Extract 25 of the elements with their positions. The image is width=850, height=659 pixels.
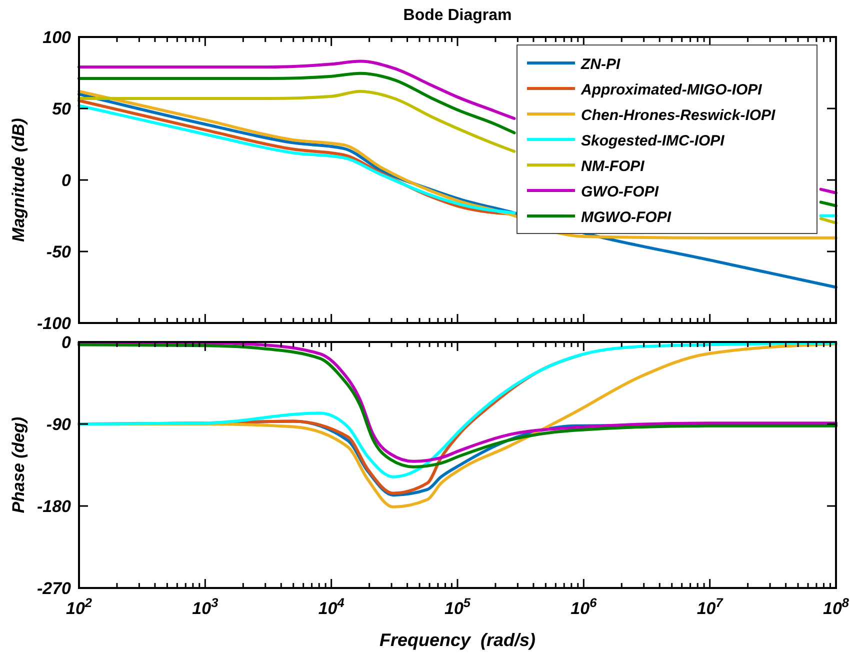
x-tick-label: 10$^{4}$ (318, 594, 344, 618)
x-tick-label: 10$^{5}$ (444, 594, 472, 618)
y-axis-title: Magnitude (dB) (9, 118, 28, 242)
chart-title: Bode Diagram (403, 7, 512, 24)
legend-label: MGWO-FOPI (581, 209, 672, 226)
legend-label: Chen-Hrones-Reswick-IOPI (581, 107, 776, 124)
x-tick-label: 10$^{3}$ (192, 594, 218, 618)
y-tick-label: -90 (46, 415, 72, 434)
legend-label: ZN-PI (580, 56, 621, 73)
x-axis-title: Frequency (rad/s) (379, 630, 536, 650)
legend-label: Skogested-IMC-IOPI (581, 132, 726, 150)
y-tick-label: 50 (52, 100, 72, 118)
legend-label: NM-FOPI (581, 158, 646, 175)
x-tick-label: 10$^{8}$ (822, 594, 850, 618)
y-tick-label: -180 (36, 497, 72, 516)
y-axis-title: Phase (deg) (9, 416, 28, 514)
x-tick-label: 10$^{6}$ (570, 594, 598, 618)
legend-label: GWO-FOPI (581, 184, 660, 200)
y-tick-label: -50 (46, 242, 72, 262)
y-tick-label: -100 (36, 314, 72, 333)
y-tick-label: 100 (42, 28, 72, 47)
y-tick-label: 0 (62, 333, 72, 352)
y-tick-label: 0 (62, 171, 72, 190)
x-tick-label: 10$^{7}$ (696, 594, 724, 618)
legend-label: Approximated-MIGO-IOPI (580, 82, 763, 98)
